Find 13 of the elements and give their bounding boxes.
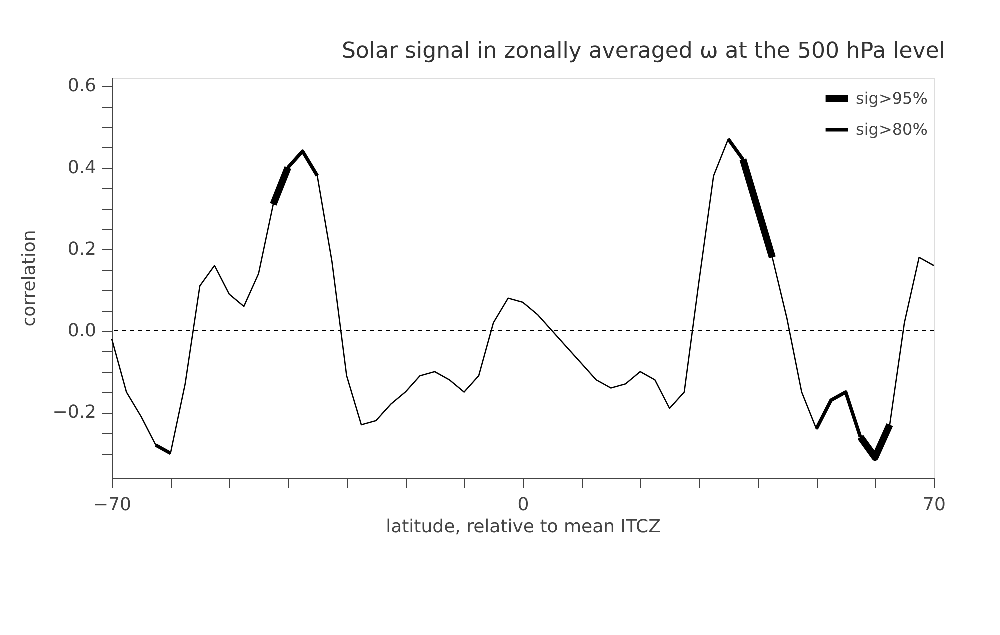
x-tick-label: 0 (518, 494, 530, 516)
x-tick-label: 70 (923, 494, 946, 516)
chart-title: Solar signal in zonally averaged ω at the 500 hPa level (342, 39, 946, 64)
y-tick-label: 0.4 (68, 157, 96, 178)
y-tick-label: 0.6 (68, 76, 96, 97)
y-axis-title: correlation (18, 230, 40, 327)
legend-label: sig>80% (856, 120, 928, 139)
x-axis-title: latitude, relative to mean ITCZ (386, 516, 661, 538)
legend-label: sig>95% (856, 89, 928, 108)
y-tick-label: 0.0 (68, 320, 96, 342)
y-tick-label: 0.2 (68, 238, 96, 260)
y-tick-label: −0.2 (52, 402, 96, 424)
x-tick-label: −70 (94, 494, 132, 516)
